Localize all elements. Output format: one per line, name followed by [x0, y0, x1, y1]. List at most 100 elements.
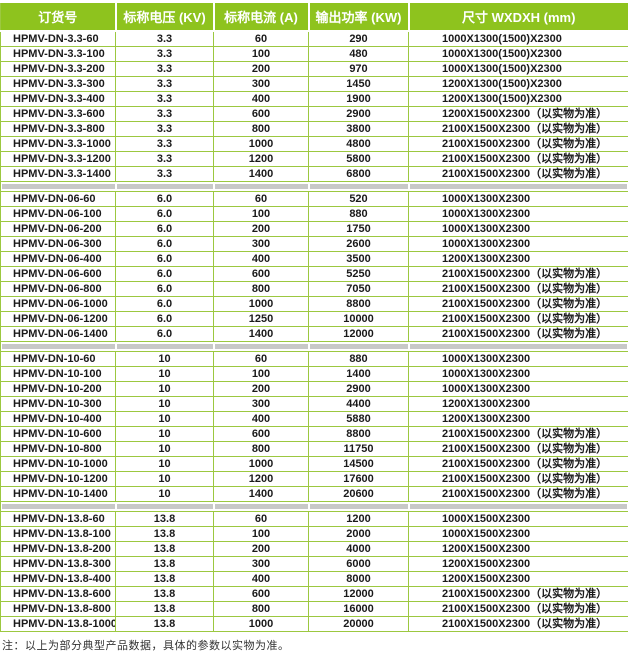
table-row: HPMV-DN-06-100 6.0 100 880 1000X1300X2300 — [0, 206, 628, 222]
cell-power: 8800 — [308, 296, 409, 312]
cell-power: 20000 — [308, 616, 409, 632]
table-row: HPMV-DN-06-800 6.0 800 7050 2100X1500X2300（以… — [0, 281, 628, 297]
table-row: HPMV-DN-06-60 6.0 60 520 1000X1300X2300 — [0, 191, 628, 207]
table-row: HPMV-DN-06-400 6.0 400 3500 1200X1300X2300 — [0, 251, 628, 267]
separator-bar — [214, 344, 308, 349]
separator-cell — [308, 341, 409, 352]
cell-current: 300 — [213, 556, 309, 572]
table-row: HPMV-DN-3.3-100 3.3 100 480 1000X1300(1500)X… — [0, 46, 628, 62]
cell-dimensions: 2100X1500X2300（以实物为准） — [408, 586, 628, 602]
cell-voltage: 3.3 — [115, 136, 214, 152]
cell-voltage: 6.0 — [115, 266, 214, 282]
table-row: HPMV-DN-13.8-100 13.8 100 2000 1000X1500X230… — [0, 526, 628, 542]
cell-order-no: HPMV-DN-06-1400 — [0, 326, 116, 342]
cell-voltage: 13.8 — [115, 541, 214, 557]
table-row: HPMV-DN-06-1400 6.0 1400 12000 2100X1500X230… — [0, 326, 628, 342]
cell-power: 4400 — [308, 396, 409, 412]
cell-power: 6800 — [308, 166, 409, 182]
table-row: HPMV-DN-3.3-800 3.3 800 3800 2100X1500X2300（… — [0, 121, 628, 137]
cell-order-no: HPMV-DN-10-1200 — [0, 471, 116, 487]
cell-current: 100 — [213, 366, 309, 382]
separator-cell — [408, 181, 628, 192]
cell-dimensions: 1200X1500X2300 — [408, 556, 628, 572]
cell-power: 970 — [308, 61, 409, 77]
cell-current: 1200 — [213, 471, 309, 487]
cell-dimensions: 2100X1500X2300（以实物为准） — [408, 441, 628, 457]
cell-voltage: 6.0 — [115, 281, 214, 297]
cell-order-no: HPMV-DN-3.3-60 — [0, 30, 116, 47]
cell-voltage: 10 — [115, 471, 214, 487]
cell-dimensions: 1200X1300(1500)X2300 — [408, 76, 628, 92]
cell-dimensions: 1200X1500X2300 — [408, 571, 628, 587]
section-separator-row — [0, 501, 628, 512]
cell-voltage: 3.3 — [115, 151, 214, 167]
cell-voltage: 3.3 — [115, 166, 214, 182]
cell-order-no: HPMV-DN-3.3-1400 — [0, 166, 116, 182]
table-row: HPMV-DN-06-1000 6.0 1000 8800 2100X1500X2300… — [0, 296, 628, 312]
cell-order-no: HPMV-DN-10-800 — [0, 441, 116, 457]
cell-dimensions: 1200X1300(1500)X2300 — [408, 91, 628, 107]
cell-order-no: HPMV-DN-10-300 — [0, 396, 116, 412]
cell-dimensions: 2100X1500X2300（以实物为准） — [408, 281, 628, 297]
cell-power: 4000 — [308, 541, 409, 557]
cell-current: 1000 — [213, 616, 309, 632]
cell-power: 10000 — [308, 311, 409, 327]
table-row: HPMV-DN-10-400 10 400 5880 1200X1300X2300 — [0, 411, 628, 427]
separator-bar — [116, 504, 213, 509]
cell-current: 1400 — [213, 326, 309, 342]
cell-current: 400 — [213, 571, 309, 587]
cell-power: 12000 — [308, 586, 409, 602]
cell-order-no: HPMV-DN-10-1400 — [0, 486, 116, 502]
cell-voltage: 3.3 — [115, 121, 214, 137]
table-row: HPMV-DN-3.3-400 3.3 400 1900 1200X1300(1500)… — [0, 91, 628, 107]
separator-bar — [309, 504, 408, 509]
separator-cell — [115, 501, 214, 512]
separator-bar — [309, 184, 408, 189]
table-row: HPMV-DN-06-200 6.0 200 1750 1000X1300X2300 — [0, 221, 628, 237]
cell-voltage: 6.0 — [115, 221, 214, 237]
cell-current: 1000 — [213, 456, 309, 472]
cell-order-no: HPMV-DN-10-200 — [0, 381, 116, 397]
cell-dimensions: 2100X1500X2300（以实物为准） — [408, 151, 628, 167]
cell-power: 5250 — [308, 266, 409, 282]
cell-order-no: HPMV-DN-13.8-1000 — [0, 616, 116, 632]
cell-voltage: 3.3 — [115, 30, 214, 47]
cell-power: 480 — [308, 46, 409, 62]
cell-voltage: 13.8 — [115, 526, 214, 542]
cell-current: 1400 — [213, 486, 309, 502]
cell-voltage: 6.0 — [115, 206, 214, 222]
cell-dimensions: 1200X1300X2300 — [408, 411, 628, 427]
cell-order-no: HPMV-DN-06-200 — [0, 221, 116, 237]
cell-power: 8000 — [308, 571, 409, 587]
cell-order-no: HPMV-DN-3.3-1000 — [0, 136, 116, 152]
cell-current: 60 — [213, 511, 309, 527]
cell-current: 600 — [213, 586, 309, 602]
cell-power: 520 — [308, 191, 409, 207]
table-row: HPMV-DN-13.8-1000 13.8 1000 20000 2100X1500X… — [0, 616, 628, 632]
table-row: HPMV-DN-3.3-600 3.3 600 2900 1200X1500X2300（… — [0, 106, 628, 122]
cell-power: 1900 — [308, 91, 409, 107]
cell-dimensions: 2100X1500X2300（以实物为准） — [408, 426, 628, 442]
separator-bar — [116, 344, 213, 349]
footnote: 注：以上为部分典型产品数据，具体的参数以实物为准。 — [2, 640, 290, 652]
cell-current: 100 — [213, 46, 309, 62]
separator-cell — [213, 501, 309, 512]
table-row: HPMV-DN-3.3-200 3.3 200 970 1000X1300(1500)X… — [0, 61, 628, 77]
table-row: HPMV-DN-06-300 6.0 300 2600 1000X1300X2300 — [0, 236, 628, 252]
cell-voltage: 13.8 — [115, 511, 214, 527]
separator-bar — [409, 344, 627, 349]
cell-voltage: 10 — [115, 486, 214, 502]
table-row: HPMV-DN-10-300 10 300 4400 1200X1300X2300 — [0, 396, 628, 412]
cell-current: 400 — [213, 91, 309, 107]
cell-power: 1200 — [308, 511, 409, 527]
separator-bar — [409, 504, 627, 509]
cell-dimensions: 1000X1300X2300 — [408, 381, 628, 397]
cell-dimensions: 2100X1500X2300（以实物为准） — [408, 471, 628, 487]
cell-power: 1750 — [308, 221, 409, 237]
cell-voltage: 6.0 — [115, 311, 214, 327]
cell-dimensions: 1000X1500X2300 — [408, 511, 628, 527]
cell-dimensions: 1000X1300X2300 — [408, 221, 628, 237]
cell-order-no: HPMV-DN-3.3-600 — [0, 106, 116, 122]
cell-power: 20600 — [308, 486, 409, 502]
separator-bar — [2, 504, 115, 509]
